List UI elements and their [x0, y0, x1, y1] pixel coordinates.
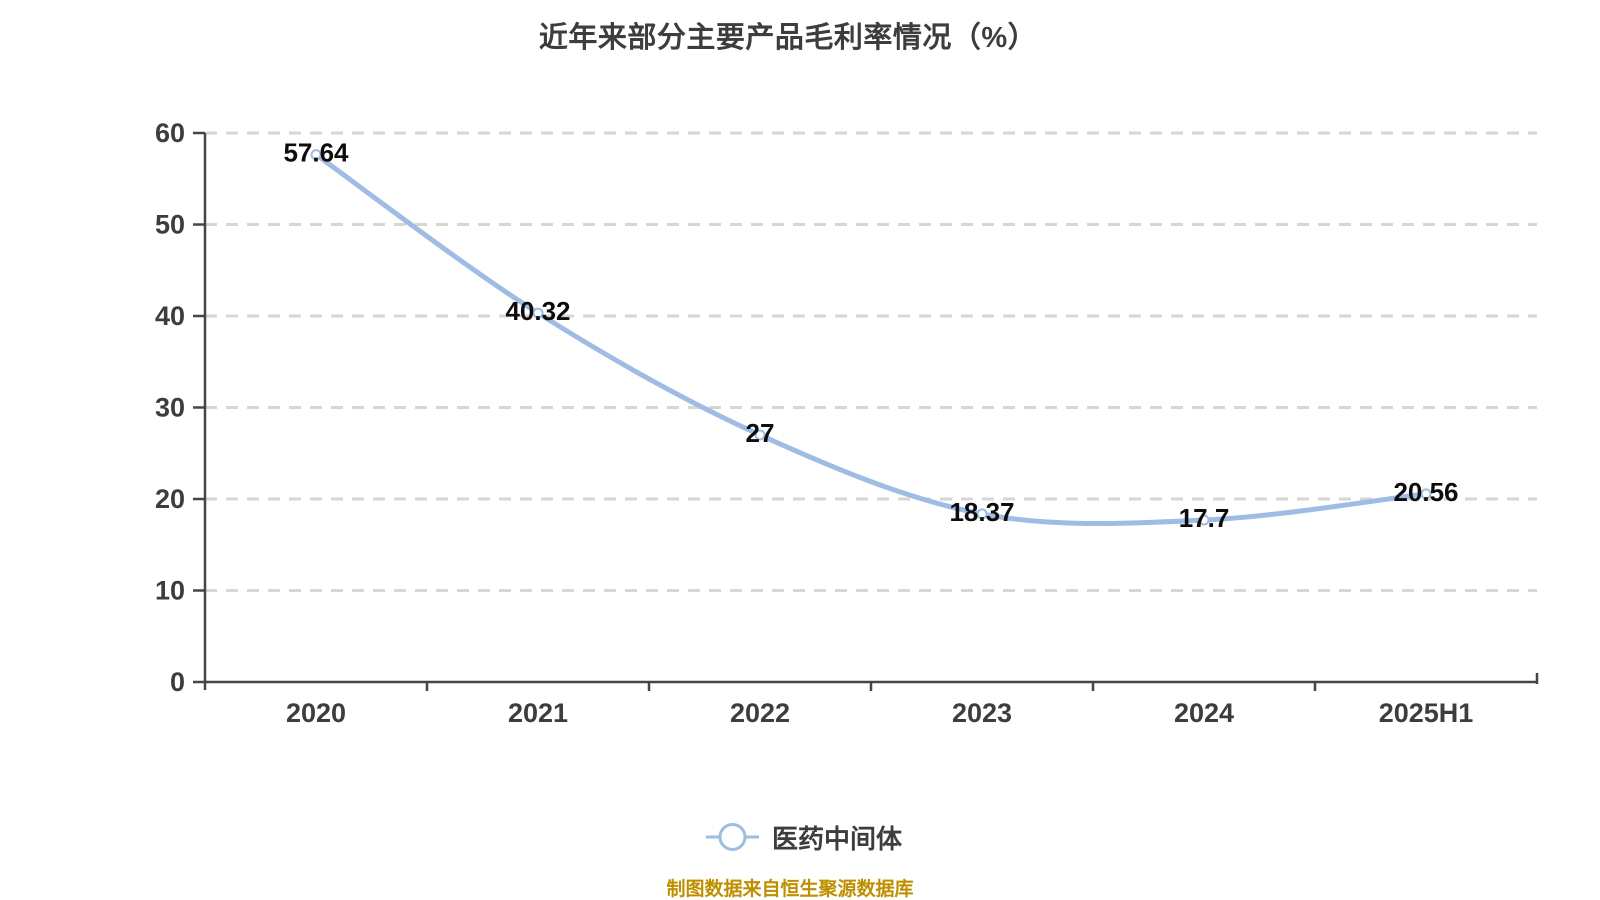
data-label-2022: 27: [746, 418, 775, 448]
data-label-2021: 40.32: [505, 296, 570, 326]
series-line-医药中间体: [313, 152, 1429, 527]
x-axis-label-2022: 2022: [730, 698, 790, 728]
y-axis-tick-label-0: 0: [170, 667, 185, 697]
y-axis-tick-label-40: 40: [155, 301, 185, 331]
data-label-2023: 18.37: [949, 497, 1014, 527]
source-note: 制图数据来自恒生聚源数据库: [666, 879, 914, 900]
data-label-2024: 17.7: [1179, 503, 1230, 533]
legend[interactable]: 医药中间体: [706, 820, 902, 854]
data-point-marker-2024[interactable]: [1198, 514, 1210, 526]
x-axis-label-2023: 2023: [952, 698, 1012, 728]
data-point-marker-2025H1[interactable]: [1420, 488, 1432, 500]
y-axis-tick-label-30: 30: [155, 393, 185, 423]
chart-title: 近年来部分主要产品毛利率情况（%）: [538, 22, 1038, 54]
data-point-marker-2020[interactable]: [310, 149, 322, 161]
x-axis-label-2021: 2021: [508, 698, 568, 728]
data-point-marker-2023[interactable]: [976, 508, 988, 520]
data-label-2020: 57.64: [283, 138, 349, 168]
data-label-2025H1: 20.56: [1393, 477, 1458, 507]
x-axis-label-2025H1: 2025H1: [1379, 698, 1474, 728]
data-point-marker-2022[interactable]: [754, 429, 766, 441]
legend-series-label: 医药中间体: [772, 823, 903, 854]
y-axis-tick-label-60: 60: [155, 118, 185, 148]
y-axis-tick-label-10: 10: [155, 576, 185, 606]
data-point-marker-2021[interactable]: [532, 307, 544, 319]
y-axis-tick-label-50: 50: [155, 210, 185, 240]
y-axis-tick-label-20: 20: [155, 484, 185, 514]
x-axis-label-2024: 2024: [1174, 698, 1234, 728]
x-axis-label-2020: 2020: [286, 698, 346, 728]
legend-marker-icon: [706, 823, 759, 851]
